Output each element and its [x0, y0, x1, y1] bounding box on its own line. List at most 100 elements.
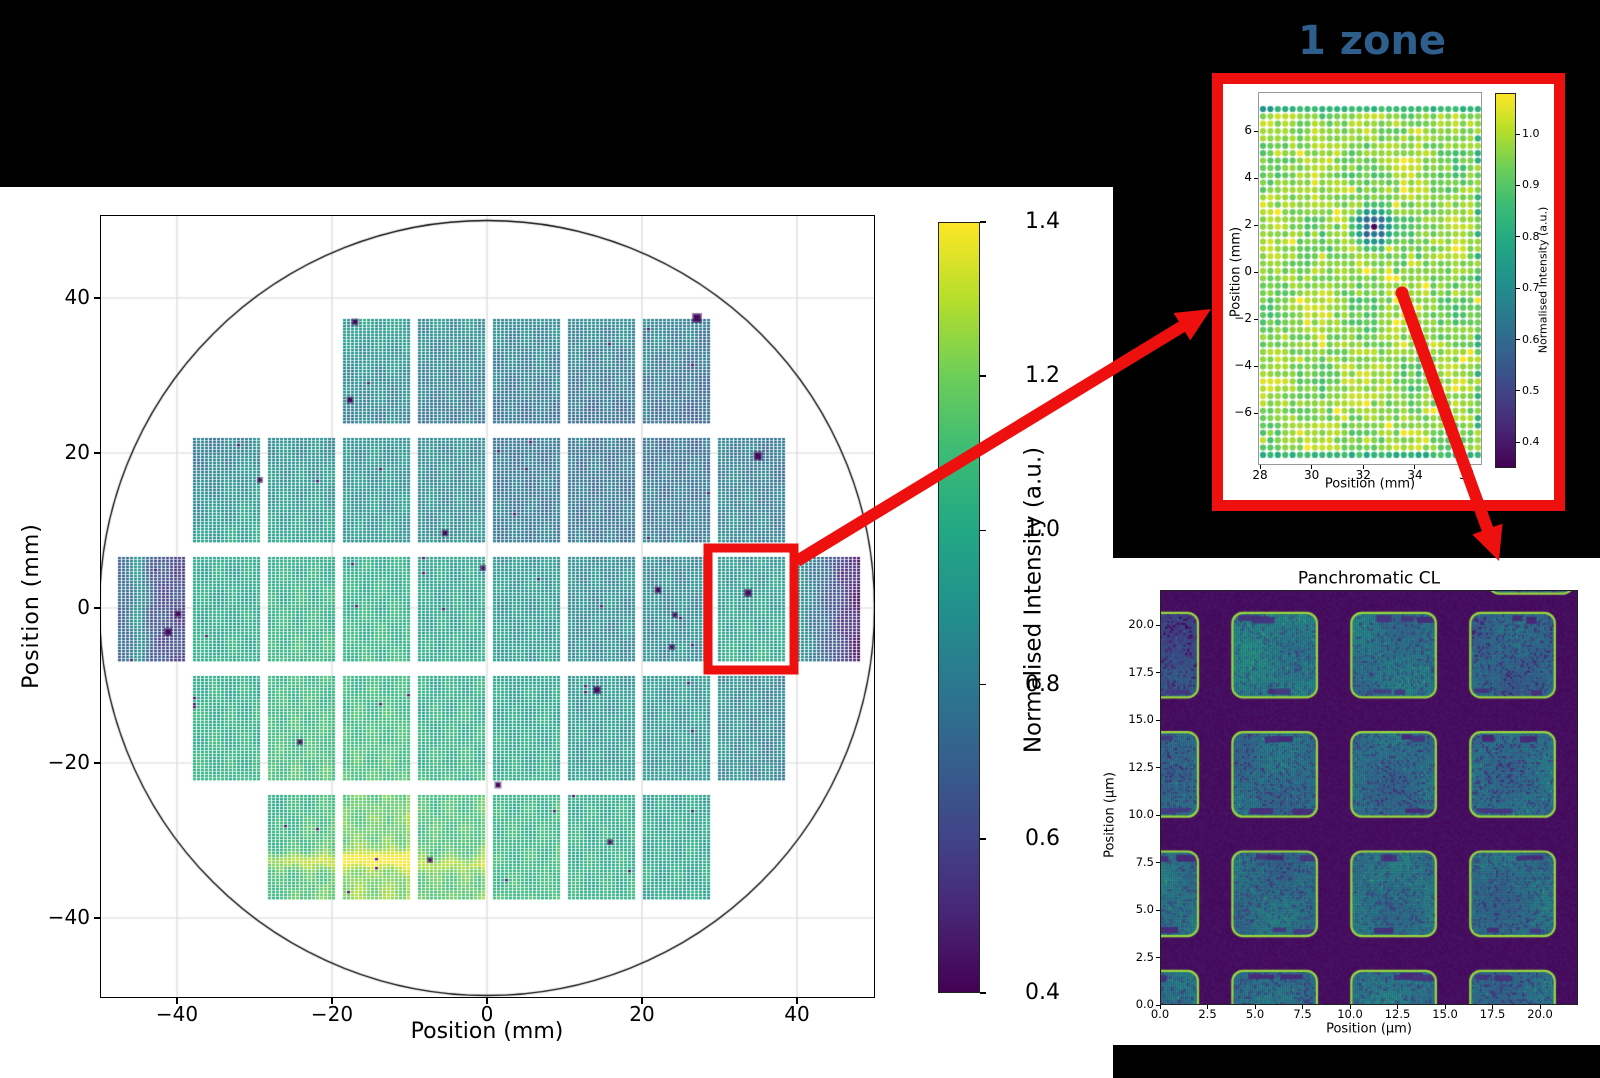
- tick-label: 0.5: [1522, 383, 1540, 397]
- tick-mark: [1516, 441, 1520, 443]
- tick-label: 4: [1244, 170, 1252, 184]
- tick-mark: [980, 992, 986, 994]
- tick-mark: [980, 838, 986, 840]
- zoom-arrow-head-2: [1472, 523, 1503, 561]
- tick-label: 12.5: [1128, 759, 1154, 774]
- tick-label: 5.0: [1135, 902, 1154, 916]
- tick-label: 0.0: [1150, 1007, 1170, 1021]
- tick-label: 0: [1244, 264, 1252, 278]
- tick-label: 0.8: [1025, 671, 1060, 697]
- cl-plot-title: Panchromatic CL: [1297, 568, 1441, 589]
- tick-mark: [1254, 1005, 1256, 1009]
- tick-mark: [1516, 287, 1520, 289]
- tick-mark: [1156, 862, 1160, 863]
- tick-mark: [176, 998, 178, 1004]
- tick-label: 0.9: [1522, 178, 1540, 192]
- tick-mark: [1539, 1005, 1541, 1009]
- tick-mark: [94, 607, 100, 609]
- tick-label: 7.5: [1293, 1007, 1312, 1021]
- tick-label: 6: [1244, 123, 1252, 137]
- tick-mark: [1397, 1005, 1398, 1009]
- tick-label: 40: [64, 285, 90, 309]
- tick-label: 2.5: [1198, 1007, 1217, 1021]
- tick-label: 1.2: [1025, 363, 1060, 389]
- tick-label: 2: [1244, 217, 1252, 231]
- zone-ylabel: Position (mm): [1228, 226, 1244, 318]
- tick-mark: [980, 529, 986, 532]
- tick-mark: [1156, 909, 1160, 911]
- tick-label: −2: [1234, 311, 1252, 325]
- zone-xlabel: Position (mm): [1324, 476, 1416, 492]
- tick-label: −40: [47, 905, 90, 929]
- tick-label: 36: [1458, 468, 1475, 482]
- tick-mark: [1516, 390, 1520, 392]
- tick-label: 12.5: [1384, 1007, 1411, 1021]
- tick-label: −20: [47, 750, 90, 774]
- tick-label: 20: [629, 1002, 655, 1026]
- tick-mark: [1444, 1005, 1446, 1009]
- tick-label: −6: [1234, 405, 1252, 419]
- tick-mark: [1156, 719, 1160, 721]
- tick-mark: [1254, 130, 1258, 132]
- tick-label: 5.0: [1245, 1007, 1265, 1021]
- tick-mark: [1302, 1005, 1303, 1009]
- tick-mark: [1516, 133, 1520, 135]
- tick-label: 0.4: [1522, 435, 1540, 449]
- tick-mark: [1362, 465, 1364, 469]
- zone-axes-spine: [1258, 92, 1482, 465]
- tick-mark: [1254, 224, 1258, 226]
- cl-xlabel: Position (μm): [1326, 1021, 1412, 1037]
- tick-label: 20: [64, 440, 90, 464]
- main-ylabel: Position (mm): [19, 523, 44, 689]
- tick-mark: [1159, 1005, 1161, 1009]
- main-colorbar: [938, 222, 980, 993]
- tick-label: 30: [1304, 468, 1320, 482]
- tick-mark: [980, 221, 986, 223]
- tick-label: −4: [1234, 358, 1252, 372]
- cl-axes-spine: [1160, 590, 1578, 1005]
- tick-mark: [1156, 957, 1160, 958]
- zone-title: 1 zone: [1297, 18, 1447, 64]
- tick-mark: [1492, 1005, 1493, 1009]
- tick-label: 15.0: [1432, 1007, 1458, 1021]
- tick-mark: [1254, 318, 1258, 320]
- tick-label: 15.0: [1128, 712, 1154, 726]
- tick-mark: [1349, 1005, 1351, 1009]
- tick-label: 0.6: [1522, 332, 1540, 346]
- tick-mark: [1254, 365, 1258, 367]
- tick-mark: [980, 683, 986, 686]
- tick-label: 17.5: [1128, 664, 1154, 679]
- tick-label: 28: [1252, 468, 1268, 482]
- tick-label: 2.5: [1135, 949, 1154, 964]
- tick-label: −40: [155, 1002, 199, 1026]
- tick-label: 1.4: [1025, 209, 1060, 234]
- tick-mark: [641, 998, 643, 1004]
- cl-image-canvas: [1160, 590, 1578, 1005]
- tick-mark: [1156, 814, 1160, 816]
- tick-label: 10.0: [1337, 1007, 1363, 1021]
- tick-mark: [331, 998, 333, 1004]
- tick-mark: [796, 998, 798, 1004]
- tick-mark: [980, 375, 986, 377]
- tick-label: 7.5: [1135, 854, 1154, 869]
- tick-label: 20.0: [1128, 617, 1154, 631]
- tick-mark: [1311, 465, 1313, 469]
- tick-label: 0.6: [1025, 825, 1060, 851]
- tick-mark: [94, 762, 100, 764]
- tick-mark: [1156, 624, 1160, 626]
- tick-label: 10.0: [1128, 807, 1154, 821]
- tick-mark: [94, 452, 100, 454]
- tick-mark: [1207, 1005, 1208, 1009]
- tick-mark: [1259, 465, 1261, 469]
- tick-mark: [1156, 767, 1160, 768]
- tick-mark: [1156, 1004, 1160, 1006]
- tick-mark: [486, 998, 488, 1004]
- tick-label: 17.5: [1479, 1007, 1506, 1021]
- tick-label: 0.0: [1135, 997, 1154, 1011]
- zone-colorbar: [1495, 93, 1516, 468]
- tick-label: 0: [77, 595, 90, 619]
- tick-mark: [1516, 236, 1520, 238]
- tick-label: 40: [784, 1002, 810, 1026]
- tick-mark: [1254, 412, 1258, 414]
